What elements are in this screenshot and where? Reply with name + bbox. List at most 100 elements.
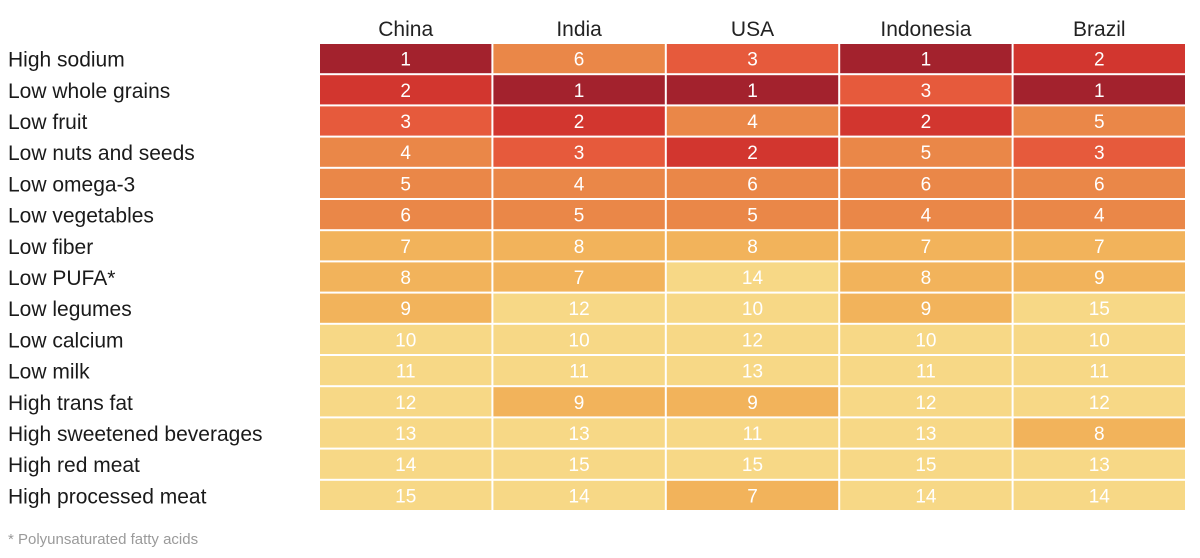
cell-value-low-whole-grains-india: 1 [574, 81, 585, 102]
row-label-low-legumes: Low legumes [8, 298, 132, 321]
cell-high-red-meat-indonesia [840, 449, 1012, 479]
cell-value-low-legumes-indonesia: 9 [921, 299, 932, 320]
cell-value-high-red-meat-indonesia: 15 [915, 455, 936, 476]
cell-value-low-milk-usa: 13 [742, 362, 763, 383]
column-header-india: India [556, 18, 602, 41]
cell-value-high-processed-meat-india: 14 [569, 486, 591, 507]
cell-value-low-whole-grains-brazil: 1 [1094, 81, 1105, 102]
cell-low-vegetables-indonesia [840, 200, 1012, 230]
row-label-low-milk: Low milk [8, 361, 90, 384]
cell-value-low-whole-grains-indonesia: 3 [921, 81, 932, 102]
cell-value-low-pufa-usa: 14 [742, 268, 764, 289]
cell-value-high-red-meat-usa: 15 [742, 455, 763, 476]
cell-low-legumes-indonesia [840, 293, 1012, 323]
cell-low-fruit-india [493, 106, 665, 136]
cell-value-low-legumes-brazil: 15 [1089, 299, 1110, 320]
cell-low-calcium-china [320, 324, 492, 354]
cell-high-sodium-india [493, 44, 665, 74]
cell-value-low-omega-3-indonesia: 6 [921, 174, 932, 195]
cell-low-calcium-indonesia [840, 324, 1012, 354]
cell-low-fruit-indonesia [840, 106, 1012, 136]
cell-high-sweetened-beverages-india [493, 418, 665, 448]
cell-low-pufa-indonesia [840, 262, 1012, 292]
cell-value-low-calcium-usa: 12 [742, 330, 763, 351]
cell-value-low-fruit-china: 3 [400, 112, 411, 133]
footnote: * Polyunsaturated fatty acids [8, 531, 199, 548]
cell-high-trans-fat-india [493, 387, 665, 417]
cell-low-pufa-china [320, 262, 492, 292]
column-header-brazil: Brazil [1073, 18, 1126, 41]
column-header-indonesia: Indonesia [880, 18, 971, 41]
cell-low-vegetables-india [493, 200, 665, 230]
cell-high-sweetened-beverages-china [320, 418, 492, 448]
cell-value-low-vegetables-india: 5 [574, 206, 585, 227]
cell-low-milk-brazil [1013, 356, 1185, 386]
cell-low-nuts-and-seeds-brazil [1013, 137, 1185, 167]
cell-low-whole-grains-brazil [1013, 75, 1185, 105]
cell-low-milk-usa [666, 356, 839, 386]
cell-high-sodium-usa [666, 44, 839, 74]
cell-value-low-nuts-and-seeds-india: 3 [574, 143, 585, 164]
cell-high-processed-meat-indonesia [840, 480, 1012, 510]
cell-value-high-trans-fat-brazil: 12 [1089, 393, 1110, 414]
row-label-low-calcium: Low calcium [8, 329, 124, 352]
cell-value-low-fruit-indonesia: 2 [921, 112, 932, 133]
cell-value-low-nuts-and-seeds-usa: 2 [747, 143, 758, 164]
cell-high-red-meat-india [493, 449, 665, 479]
cell-low-whole-grains-indonesia [840, 75, 1012, 105]
cell-value-low-calcium-india: 10 [569, 330, 590, 351]
cell-low-whole-grains-china [320, 75, 492, 105]
cell-low-calcium-usa [666, 324, 839, 354]
row-label-low-omega-3: Low omega-3 [8, 173, 135, 196]
cell-value-low-milk-india: 11 [569, 362, 589, 383]
cell-value-high-processed-meat-china: 15 [395, 486, 416, 507]
cell-high-sweetened-beverages-indonesia [840, 418, 1012, 448]
cell-value-high-sweetened-beverages-china: 13 [395, 424, 416, 445]
cell-value-low-omega-3-usa: 6 [747, 174, 758, 195]
row-label-high-trans-fat: High trans fat [8, 392, 133, 415]
cell-value-low-pufa-india: 7 [574, 268, 585, 289]
cell-value-high-sodium-china: 1 [400, 50, 411, 71]
cell-low-vegetables-brazil [1013, 200, 1185, 230]
row-label-low-fruit: Low fruit [8, 111, 88, 134]
cell-high-sodium-brazil [1013, 44, 1185, 74]
cell-value-low-fiber-india: 8 [574, 237, 585, 258]
cell-low-omega-3-india [493, 168, 665, 198]
cell-low-vegetables-china [320, 200, 492, 230]
cell-value-high-red-meat-india: 15 [569, 455, 590, 476]
cell-value-low-nuts-and-seeds-brazil: 3 [1094, 143, 1105, 164]
cell-value-low-fruit-india: 2 [574, 112, 585, 133]
row-label-low-vegetables: Low vegetables [8, 205, 154, 228]
row-label-low-fiber: Low fiber [8, 236, 93, 259]
cell-low-legumes-usa [666, 293, 839, 323]
cell-high-red-meat-china [320, 449, 492, 479]
cell-low-calcium-brazil [1013, 324, 1185, 354]
cell-value-high-processed-meat-indonesia: 14 [915, 486, 937, 507]
heatmap-chart: China India USA Indonesia Brazil High sodium 1… [8, 18, 1185, 510]
cell-value-low-fruit-brazil: 5 [1094, 112, 1105, 133]
cell-value-low-pufa-indonesia: 8 [921, 268, 932, 289]
cell-high-processed-meat-china [320, 480, 492, 510]
column-header-china: China [378, 18, 433, 41]
cell-value-low-pufa-brazil: 9 [1094, 268, 1105, 289]
cell-value-high-processed-meat-brazil: 14 [1089, 486, 1111, 507]
cell-low-whole-grains-usa [666, 75, 839, 105]
cell-high-sodium-china [320, 44, 492, 74]
cell-high-processed-meat-india [493, 480, 665, 510]
row-label-high-red-meat: High red meat [8, 454, 140, 477]
cell-value-low-milk-brazil: 11 [1089, 362, 1109, 383]
cell-low-fruit-brazil [1013, 106, 1185, 136]
cell-value-low-whole-grains-usa: 1 [747, 81, 758, 102]
cell-high-red-meat-usa [666, 449, 839, 479]
cell-low-milk-indonesia [840, 356, 1012, 386]
cell-value-low-nuts-and-seeds-china: 4 [400, 143, 411, 164]
cell-value-low-milk-indonesia: 11 [916, 362, 936, 383]
cell-value-high-sweetened-beverages-indonesia: 13 [915, 424, 936, 445]
cell-low-omega-3-brazil [1013, 168, 1185, 198]
cell-low-pufa-usa [666, 262, 839, 292]
cell-low-fiber-indonesia [840, 231, 1012, 261]
cell-value-high-red-meat-china: 14 [395, 455, 417, 476]
cell-value-high-processed-meat-usa: 7 [747, 486, 758, 507]
cell-low-pufa-brazil [1013, 262, 1185, 292]
cell-value-high-trans-fat-china: 12 [395, 393, 416, 414]
